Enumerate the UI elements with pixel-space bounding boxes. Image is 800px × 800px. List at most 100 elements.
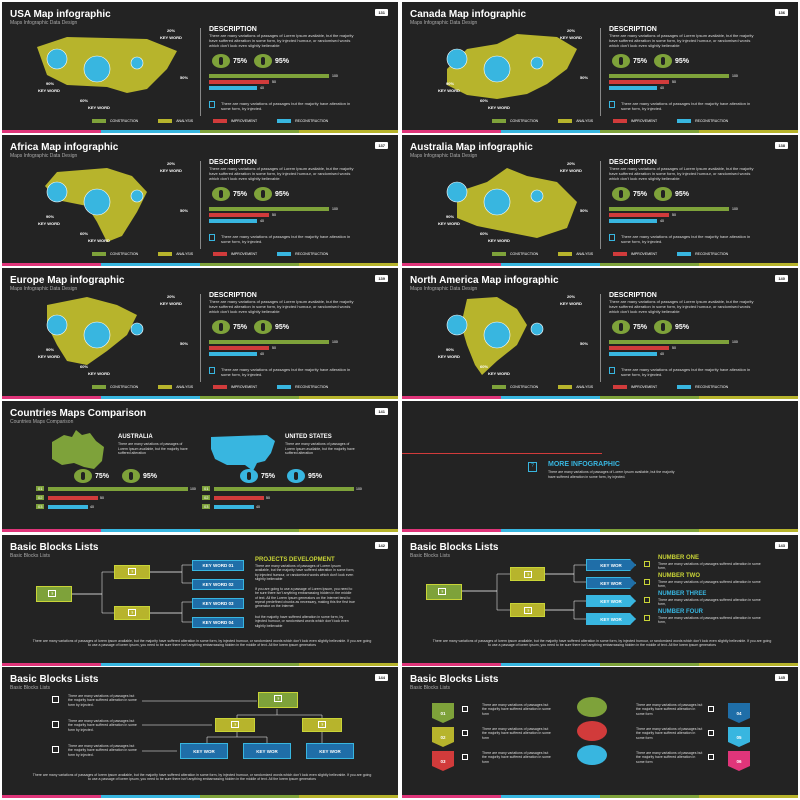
map-label: 90%	[46, 347, 55, 352]
top-block	[258, 692, 298, 708]
bar-value: 40	[256, 505, 260, 509]
page-number: 138	[775, 142, 788, 149]
connector-lines	[142, 700, 323, 752]
keyword-tag: KEY WOR	[586, 613, 636, 625]
map-label: KEY WORD	[160, 35, 182, 40]
bar-index: 03	[202, 504, 211, 509]
progress-bar	[214, 505, 254, 509]
list-item-text: There are many variations of passages bu…	[68, 719, 137, 732]
map-label: 60%	[480, 231, 489, 236]
right-country-text: There are many variations of passages of…	[285, 442, 355, 455]
number-badge: 05	[728, 727, 750, 747]
slide-subtitle: Maps Infographic Data Design	[410, 153, 478, 159]
map-slide: USA Map infographic Maps Infographic Data…	[2, 2, 398, 133]
map-slide: Europe Map infographic Maps Infographic D…	[2, 268, 398, 399]
person-icon	[212, 187, 230, 201]
map-label: KEY WORD	[488, 105, 510, 110]
keyword-tag: KEY WORD 04	[192, 617, 244, 628]
bar-value: 50	[672, 346, 676, 350]
list-item-text: There are many variations of passages bu…	[482, 751, 551, 764]
keyword-tag: KEY WOR	[306, 743, 354, 759]
legend-item: CONSTRUCTION	[492, 119, 538, 123]
checkbox-icon	[708, 754, 714, 760]
map-label: KEY WORD	[160, 168, 182, 173]
question-icon: ?	[128, 568, 137, 575]
map-marker	[46, 48, 68, 70]
map-label: 20%	[567, 294, 576, 299]
mid-block-1	[114, 565, 150, 579]
legend-item: ANALYSIS	[158, 119, 193, 123]
map-marker	[446, 314, 468, 336]
note: There are many variations of passages bu…	[609, 367, 759, 377]
blocks-slide-1: Basic Blocks Lists Basic Blocks Lists 14…	[2, 535, 398, 666]
legend-item: CONSTRUCTION	[92, 119, 138, 123]
slide-subtitle: Basic Blocks Lists	[410, 685, 451, 691]
map-label: 60%	[80, 231, 89, 236]
progress-bar	[209, 74, 329, 78]
footer-text: There are many variations of passages of…	[32, 639, 372, 648]
page-number: 142	[375, 542, 388, 549]
bar-value: 100	[190, 487, 196, 491]
page-number: 144	[375, 674, 388, 681]
person-icon	[254, 54, 272, 68]
map-marker	[46, 314, 68, 336]
australia-map-icon	[52, 430, 104, 469]
bar-value: 100	[732, 340, 738, 344]
map-label: 50%	[180, 341, 189, 346]
more-text: There are many variations of passages of…	[548, 470, 675, 479]
left-country-name: AUSTRALIA	[118, 434, 153, 440]
map-label: KEY WORD	[438, 221, 460, 226]
list-item-text: There are many variations of passages bu…	[636, 727, 703, 740]
map-marker	[83, 55, 111, 83]
divider	[600, 28, 601, 116]
description-text: There are many variations of passages of…	[609, 299, 754, 314]
legend-item: IMPROVEMENT	[613, 119, 657, 123]
bar-value: 40	[660, 86, 664, 90]
page-number: 145	[775, 674, 788, 681]
bar-value: 100	[332, 340, 338, 344]
progress-bar	[209, 80, 269, 84]
bar-value: 100	[732, 74, 738, 78]
map-marker	[130, 189, 144, 203]
map-marker	[530, 56, 544, 70]
slide-subtitle: Maps Infographic Data Design	[10, 153, 78, 159]
legend-item: RECONSTRUCTION	[277, 252, 328, 256]
legend-item: ANALYSIS	[558, 385, 593, 389]
root-block	[36, 586, 72, 602]
slide-title: Basic Blocks Lists	[410, 542, 499, 553]
legend-item: RECONSTRUCTION	[277, 119, 328, 123]
slide-subtitle: Basic Blocks Lists	[10, 553, 51, 559]
legend-item: ANALYSIS	[558, 119, 593, 123]
description-heading: DESCRIPTION	[209, 159, 257, 166]
page-number: 139	[375, 275, 388, 282]
mid-block-1	[215, 718, 255, 732]
map-label: 20%	[167, 28, 176, 33]
checkbox-icon	[52, 721, 59, 728]
map-slide: Canada Map infographic Maps Infographic D…	[402, 2, 798, 133]
map-label: 20%	[167, 294, 176, 299]
description-heading: DESCRIPTION	[209, 26, 257, 33]
stat-2: 95%	[254, 54, 289, 68]
map-marker	[530, 189, 544, 203]
question-icon: ?	[524, 571, 533, 578]
checkbox-icon	[644, 579, 650, 585]
question-icon: ?	[274, 695, 283, 702]
progress-bar	[48, 505, 88, 509]
page-number: 141	[375, 408, 388, 415]
checkbox-icon	[609, 234, 615, 241]
number-text: There are many variations of passages su…	[658, 562, 761, 571]
bar-index: 02	[202, 495, 211, 500]
legend-item: CONSTRUCTION	[92, 385, 138, 389]
map-marker	[530, 322, 544, 336]
number-text: There are many variations of passages su…	[658, 616, 761, 625]
note: There are many variations of passages bu…	[209, 234, 359, 244]
bar-value: 40	[90, 505, 94, 509]
map-label: KEY WORD	[88, 371, 110, 376]
stat-1: 75%	[212, 187, 247, 201]
slide-subtitle: Maps Infographic Data Design	[10, 20, 78, 26]
root-block	[426, 584, 462, 600]
legend-item: RECONSTRUCTION	[677, 119, 728, 123]
number-heading: NUMBER THREE	[658, 591, 707, 597]
progress-bar	[609, 346, 669, 350]
page-number: 136	[775, 9, 788, 16]
